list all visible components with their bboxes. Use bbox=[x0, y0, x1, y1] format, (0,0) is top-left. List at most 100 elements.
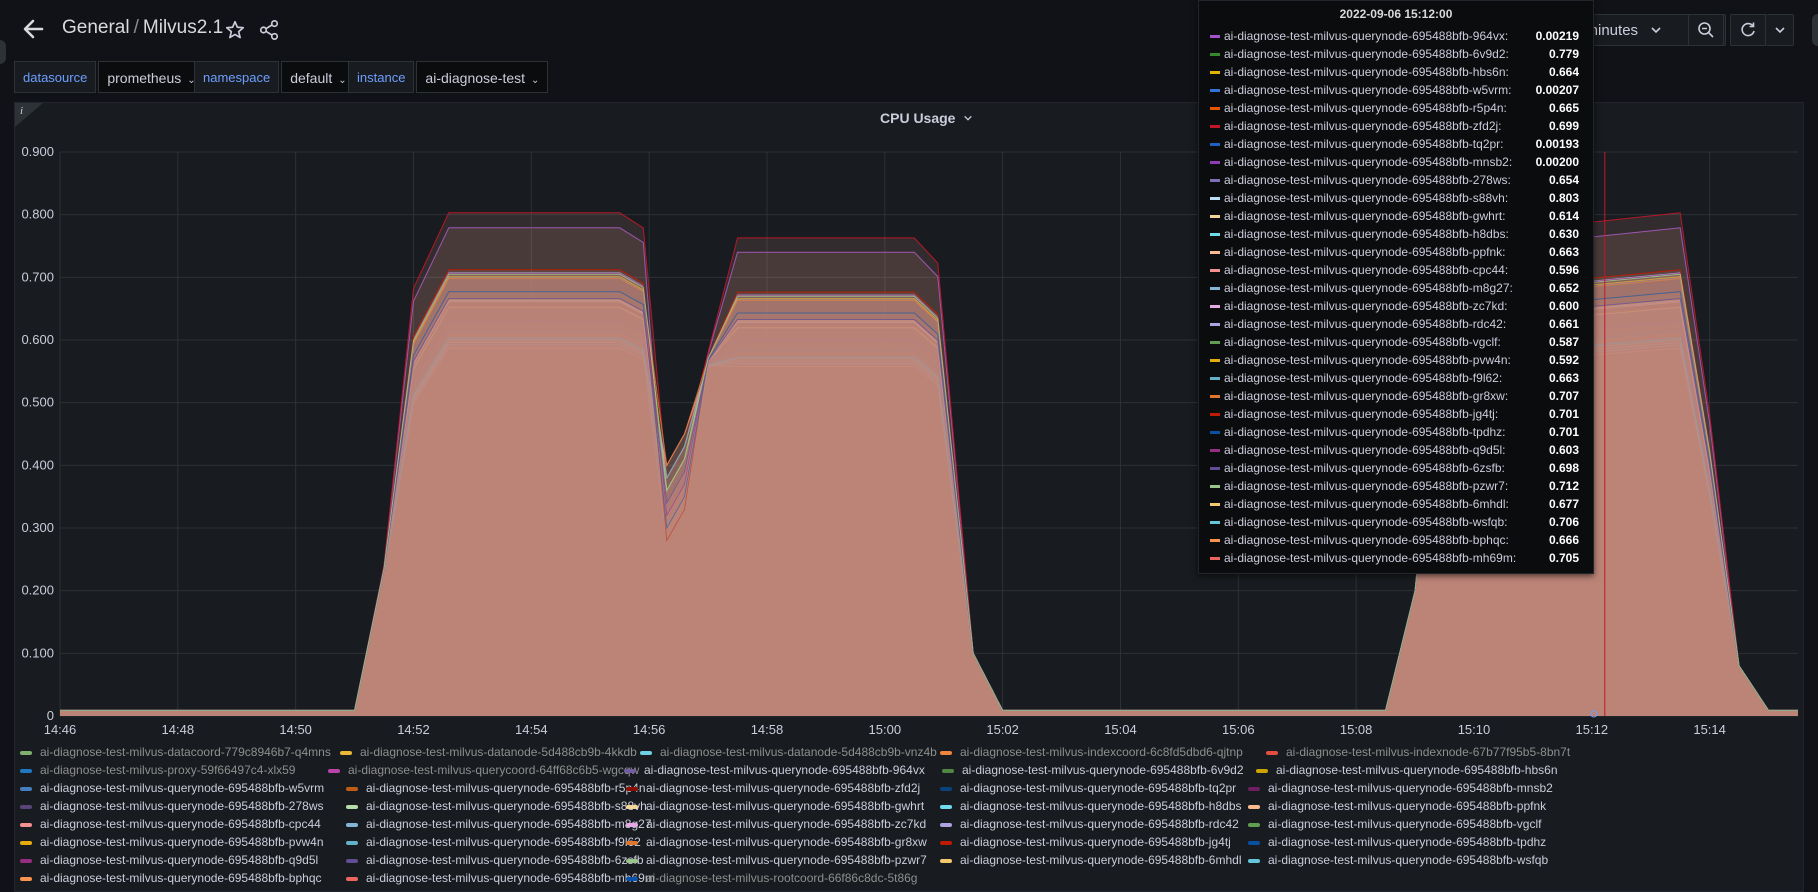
tooltip-row: ai-diagnose-test-milvus-querynode-695488… bbox=[1199, 189, 1593, 207]
legend-item[interactable]: ai-diagnose-test-milvus-querynode-695488… bbox=[346, 870, 655, 886]
tooltip-row: ai-diagnose-test-milvus-querynode-695488… bbox=[1199, 315, 1593, 333]
legend-item[interactable]: ai-diagnose-test-milvus-querynode-695488… bbox=[1256, 762, 1558, 778]
legend-item[interactable]: ai-diagnose-test-milvus-querynode-695488… bbox=[20, 780, 324, 796]
tooltip-rows: ai-diagnose-test-milvus-querynode-695488… bbox=[1199, 27, 1593, 567]
legend-item[interactable]: ai-diagnose-test-milvus-querynode-695488… bbox=[346, 852, 644, 868]
y-tick-label: 0.800 bbox=[21, 207, 54, 222]
legend-item[interactable]: ai-diagnose-test-milvus-rootcoord-66f86c… bbox=[626, 870, 917, 886]
legend-label: ai-diagnose-test-milvus-datanode-5d488cb… bbox=[660, 745, 937, 759]
legend-swatch bbox=[940, 822, 952, 827]
tooltip-row: ai-diagnose-test-milvus-querynode-695488… bbox=[1199, 207, 1593, 225]
series-swatch bbox=[1210, 377, 1220, 381]
legend-item[interactable]: ai-diagnose-test-milvus-querynode-695488… bbox=[942, 762, 1244, 778]
zoom-out-button[interactable] bbox=[1688, 14, 1724, 46]
sidebar-toggle[interactable] bbox=[0, 40, 6, 64]
zoom-out-icon bbox=[1698, 22, 1714, 38]
legend-item[interactable]: ai-diagnose-test-milvus-querynode-695488… bbox=[20, 870, 322, 886]
y-tick-label: 0.200 bbox=[21, 583, 54, 598]
legend-item[interactable]: ai-diagnose-test-milvus-querynode-695488… bbox=[940, 798, 1242, 814]
legend-swatch bbox=[940, 786, 952, 791]
series-line bbox=[60, 320, 1798, 711]
dashboard-title[interactable]: Milvus2.1 bbox=[142, 17, 224, 38]
legend-item[interactable]: ai-diagnose-test-milvus-querynode-695488… bbox=[626, 798, 924, 814]
legend-item[interactable]: ai-diagnose-test-milvus-querynode-695488… bbox=[626, 834, 927, 850]
refresh-button[interactable] bbox=[1730, 14, 1766, 46]
legend-item[interactable]: ai-diagnose-test-milvus-querynode-695488… bbox=[1248, 798, 1546, 814]
tooltip-series-value: 0.630 bbox=[1548, 227, 1579, 241]
panel-title[interactable]: CPU Usage bbox=[880, 110, 973, 126]
legend-item[interactable]: ai-diagnose-test-milvus-querynode-695488… bbox=[346, 780, 646, 796]
legend-label: ai-diagnose-test-milvus-querynode-695488… bbox=[366, 781, 646, 795]
legend-item[interactable]: ai-diagnose-test-milvus-querynode-695488… bbox=[1248, 834, 1546, 850]
legend-item[interactable]: ai-diagnose-test-milvus-querynode-695488… bbox=[20, 834, 324, 850]
series-area bbox=[60, 306, 1798, 716]
y-tick-label: 0.600 bbox=[21, 332, 54, 347]
tooltip-row: ai-diagnose-test-milvus-querynode-695488… bbox=[1199, 297, 1593, 315]
tooltip-series-name: ai-diagnose-test-milvus-querynode-695488… bbox=[1224, 155, 1513, 169]
variable-label: datasource bbox=[14, 61, 97, 93]
star-icon[interactable] bbox=[224, 19, 246, 41]
x-tick-label: 15:14 bbox=[1693, 722, 1726, 737]
legend-item[interactable]: ai-diagnose-test-milvus-datacoord-779c89… bbox=[20, 744, 331, 760]
legend-item[interactable]: ai-diagnose-test-milvus-querynode-695488… bbox=[346, 816, 652, 832]
legend-swatch bbox=[1248, 804, 1260, 809]
legend-item[interactable]: ai-diagnose-test-milvus-querycoord-64ff6… bbox=[328, 762, 639, 778]
legend-item[interactable]: ai-diagnose-test-milvus-querynode-695488… bbox=[1248, 816, 1541, 832]
legend-label: ai-diagnose-test-milvus-querynode-695488… bbox=[40, 871, 322, 885]
info-icon[interactable]: i bbox=[15, 103, 43, 127]
series-area bbox=[60, 291, 1798, 716]
legend-item[interactable]: ai-diagnose-test-milvus-datanode-5d488cb… bbox=[340, 744, 637, 760]
tooltip-series-name: ai-diagnose-test-milvus-querynode-695488… bbox=[1224, 83, 1512, 97]
datasource-select[interactable]: prometheus ⌄ bbox=[98, 61, 205, 93]
tooltip-series-name: ai-diagnose-test-milvus-querynode-695488… bbox=[1224, 353, 1511, 367]
tooltip-series-value: 0.603 bbox=[1548, 443, 1579, 457]
legend-item[interactable]: ai-diagnose-test-milvus-querynode-695488… bbox=[940, 834, 1231, 850]
legend-item[interactable]: ai-diagnose-test-milvus-querynode-695488… bbox=[624, 762, 925, 778]
series-line bbox=[60, 330, 1798, 711]
x-tick-label: 15:06 bbox=[1222, 722, 1255, 737]
refresh-interval-dropdown[interactable] bbox=[1766, 14, 1794, 46]
series-area bbox=[60, 273, 1798, 716]
legend-item[interactable]: ai-diagnose-test-milvus-querynode-695488… bbox=[20, 852, 318, 868]
legend-item[interactable]: ai-diagnose-test-milvus-querynode-695488… bbox=[20, 798, 324, 814]
tooltip-series-name: ai-diagnose-test-milvus-querynode-695488… bbox=[1224, 407, 1499, 421]
legend-item[interactable]: ai-diagnose-test-milvus-querynode-695488… bbox=[626, 852, 927, 868]
tooltip-series-name: ai-diagnose-test-milvus-querynode-695488… bbox=[1224, 263, 1509, 277]
legend-label: ai-diagnose-test-milvus-querynode-695488… bbox=[366, 835, 641, 849]
legend-item[interactable]: ai-diagnose-test-milvus-querynode-695488… bbox=[940, 780, 1236, 796]
legend-item[interactable]: ai-diagnose-test-milvus-querynode-695488… bbox=[626, 780, 920, 796]
tooltip-series-value: 0.652 bbox=[1548, 281, 1579, 295]
legend-item[interactable]: ai-diagnose-test-milvus-proxy-59f66497c4… bbox=[20, 762, 295, 778]
series-line bbox=[60, 227, 1798, 711]
instance-select[interactable]: ai-diagnose-test ⌄ bbox=[416, 61, 549, 93]
arrow-left-icon[interactable] bbox=[18, 14, 48, 44]
series-area bbox=[60, 300, 1798, 716]
panel-title-text: CPU Usage bbox=[880, 110, 956, 126]
legend-item[interactable]: ai-diagnose-test-milvus-querynode-695488… bbox=[1248, 780, 1553, 796]
namespace-select[interactable]: default ⌄ bbox=[281, 61, 356, 93]
legend-item[interactable]: ai-diagnose-test-milvus-querynode-695488… bbox=[346, 834, 641, 850]
legend-item[interactable]: ai-diagnose-test-milvus-querynode-695488… bbox=[346, 798, 647, 814]
chevron-down-icon: ⌄ bbox=[338, 75, 347, 86]
legend-item[interactable]: ai-diagnose-test-milvus-querynode-695488… bbox=[940, 852, 1242, 868]
legend-item[interactable]: ai-diagnose-test-milvus-indexnode-67b77f… bbox=[1266, 744, 1570, 760]
tooltip-row: ai-diagnose-test-milvus-querynode-695488… bbox=[1199, 45, 1593, 63]
share-icon[interactable] bbox=[258, 19, 280, 41]
series-line bbox=[60, 306, 1798, 711]
legend-item[interactable]: ai-diagnose-test-milvus-querynode-695488… bbox=[940, 816, 1239, 832]
legend-item[interactable]: ai-diagnose-test-milvus-querynode-695488… bbox=[626, 816, 926, 832]
legend-item[interactable]: ai-diagnose-test-milvus-querynode-695488… bbox=[1248, 852, 1548, 868]
tooltip-series-value: 0.614 bbox=[1548, 209, 1579, 223]
legend-swatch bbox=[20, 858, 32, 863]
series-swatch bbox=[1210, 89, 1220, 93]
legend-item[interactable]: ai-diagnose-test-milvus-datanode-5d488cb… bbox=[640, 744, 937, 760]
breadcrumb-folder[interactable]: General bbox=[62, 17, 130, 38]
legend-item[interactable]: ai-diagnose-test-milvus-indexcoord-6c8fd… bbox=[940, 744, 1243, 760]
legend-item[interactable]: ai-diagnose-test-milvus-querynode-695488… bbox=[20, 816, 321, 832]
legend-label: ai-diagnose-test-milvus-querynode-695488… bbox=[366, 817, 652, 831]
legend-label: ai-diagnose-test-milvus-datacoord-779c89… bbox=[40, 745, 331, 759]
scroll-handle[interactable] bbox=[1812, 14, 1818, 46]
breadcrumb: General / Milvus2.1 bbox=[62, 17, 224, 38]
tooltip-series-name: ai-diagnose-test-milvus-querynode-695488… bbox=[1224, 47, 1509, 61]
